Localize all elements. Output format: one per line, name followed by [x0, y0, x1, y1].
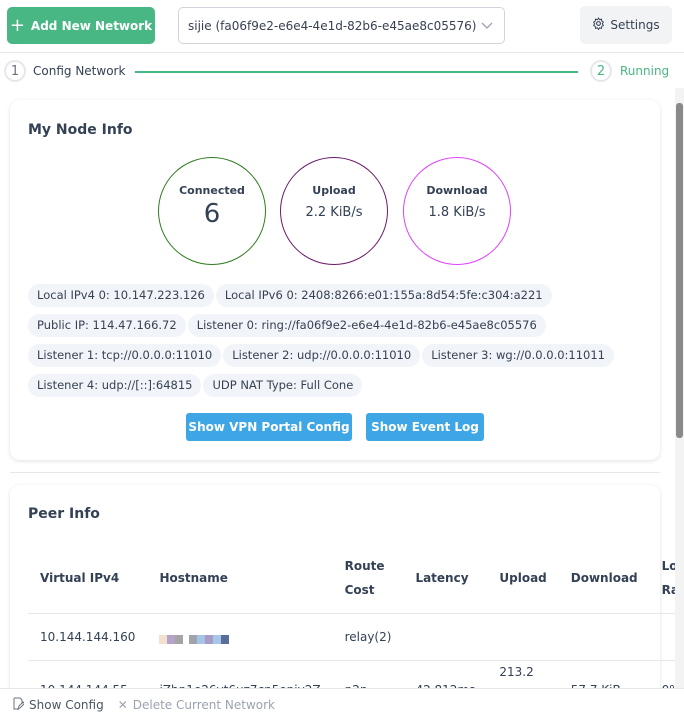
- col-virtual-ipv4: Virtual IPv4: [28, 543, 148, 614]
- chip-local-ipv4: Local IPv4 0: 10.147.223.126: [28, 284, 214, 307]
- footer-bar: Show Config ✕ Delete Current Network: [0, 688, 684, 721]
- chip-local-ipv6: Local IPv6 0: 2408:8266:e01:155a:8d54:5f…: [215, 284, 552, 307]
- top-bar: + Add New Network sijie (fa06f9e2-e6e4-4…: [0, 0, 684, 53]
- chip-listener-1: Listener 1: tcp://0.0.0.0:11010: [28, 344, 222, 367]
- gear-icon: [592, 17, 605, 33]
- cell-ipv4: 10.144.144.160: [28, 613, 148, 661]
- chevron-down-icon: [480, 16, 494, 37]
- step-1-number: 1: [4, 60, 26, 82]
- peer-table: Virtual IPv4 Hostname Route Cost Latency…: [28, 543, 684, 688]
- connected-stat: Connected 6: [158, 157, 266, 265]
- cell-download: [558, 613, 650, 661]
- vertical-scrollbar[interactable]: [675, 88, 684, 688]
- peer-info-title: Peer Info: [28, 506, 100, 522]
- plus-icon: +: [9, 15, 25, 36]
- col-hostname: Hostname: [147, 543, 333, 614]
- chip-listener-2: Listener 2: udp://0.0.0.0:11010: [223, 344, 421, 367]
- cell-ipv4: 10.144.144.55: [28, 660, 148, 688]
- chip-listener-0: Listener 0: ring://fa06f9e2-e6e4-4e1d-82…: [187, 314, 546, 337]
- settings-button[interactable]: Settings: [580, 6, 672, 44]
- chip-nat-type: UDP NAT Type: Full Cone: [203, 374, 363, 397]
- close-icon: ✕: [117, 698, 128, 712]
- cell-route-cost: relay(2): [332, 613, 404, 661]
- show-vpn-portal-config-button[interactable]: Show VPN Portal Config: [186, 413, 352, 441]
- table-row: 10.144.144.55 iZbp1e26yt6uz7cn5opiy2Z p2…: [28, 660, 684, 688]
- upload-stat: Upload 2.2 KiB/s: [280, 157, 388, 265]
- scrollbar-thumb[interactable]: [676, 103, 683, 438]
- step-2-label: Running: [620, 64, 670, 78]
- stepper: 1 Config Network 2 Running: [0, 60, 684, 84]
- show-config-button[interactable]: Show Config: [12, 697, 104, 713]
- cell-route-cost: p2p: [332, 660, 404, 688]
- content-scroll-area: My Node Info Connected 6 Upload 2.2 KiB/…: [0, 88, 684, 688]
- col-latency: Latency: [403, 543, 488, 614]
- chip-listener-3: Listener 3: wg://0.0.0.0:11011: [422, 344, 614, 367]
- network-select[interactable]: sijie (fa06f9e2-e6e4-4e1d-82b6-e45ae8c05…: [178, 7, 505, 44]
- table-header: Virtual IPv4 Hostname Route Cost Latency…: [28, 543, 684, 614]
- cell-upload: [487, 613, 559, 661]
- node-info-chips: Local IPv4 0: 10.147.223.126 Local IPv6 0…: [28, 284, 628, 404]
- step-connector: [135, 71, 578, 73]
- cell-download: 57.7 KiB: [558, 660, 650, 688]
- step-2-number: 2: [590, 60, 612, 82]
- section-divider: [10, 472, 660, 473]
- chip-public-ip: Public IP: 114.47.166.72: [28, 314, 186, 337]
- cell-hostname: iZbp1e26yt6uz7cn5opiy2Z: [147, 660, 333, 688]
- chip-listener-4: Listener 4: udp://[::]:64815: [28, 374, 202, 397]
- show-event-log-button[interactable]: Show Event Log: [366, 413, 484, 441]
- add-new-network-button[interactable]: + Add New Network: [7, 7, 155, 44]
- cell-upload: 213.2: [487, 660, 559, 688]
- col-route-cost: Route Cost: [332, 543, 404, 614]
- edit-file-icon: [12, 697, 26, 713]
- step-1-label: Config Network: [33, 64, 126, 78]
- cell-latency: [403, 613, 488, 661]
- table-row: 10.144.144.160 relay(2): [28, 613, 684, 661]
- delete-network-button[interactable]: ✕ Delete Current Network: [117, 698, 275, 712]
- peer-info-card: Peer Info Virtual IPv4 Hostname Route Co…: [10, 485, 684, 688]
- download-stat: Download 1.8 KiB/s: [403, 157, 511, 265]
- col-upload: Upload: [487, 543, 559, 614]
- node-info-title: My Node Info: [28, 122, 133, 138]
- cell-latency: 42.812ms: [403, 660, 488, 688]
- col-download: Download: [558, 543, 650, 614]
- node-info-card: My Node Info Connected 6 Upload 2.2 KiB/…: [10, 100, 660, 460]
- cell-hostname-redacted: [147, 613, 333, 661]
